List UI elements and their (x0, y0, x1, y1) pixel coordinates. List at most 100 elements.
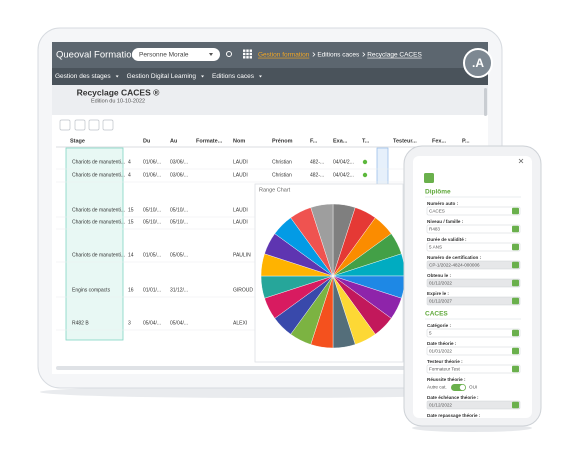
table-cell: 05/04/... (143, 320, 161, 326)
breadcrumb-item[interactable]: Gestion formation (258, 52, 310, 59)
table-cell: 05/05/... (170, 252, 188, 258)
field-input[interactable] (426, 400, 521, 410)
table-cell: Christian (272, 159, 292, 165)
caret (209, 53, 213, 56)
table-cell: 4 (128, 159, 131, 165)
status-dot (362, 159, 368, 165)
field-button[interactable] (512, 207, 519, 215)
table-cell: LAUDI (233, 172, 248, 178)
table-cell: 05/10/... (170, 207, 188, 213)
table-cell: 15 (128, 207, 134, 213)
field-input[interactable] (426, 328, 521, 338)
menu-item[interactable]: Gestion des stages (55, 73, 111, 80)
table-cell: 05/10/... (143, 207, 161, 213)
toolbar-button[interactable] (59, 119, 71, 131)
apps-icon (246, 49, 249, 52)
field-input[interactable] (426, 346, 521, 356)
field-value: CACES (429, 208, 445, 213)
toolbar-button[interactable] (74, 119, 86, 131)
avatar (463, 48, 493, 78)
table-cell: PAULIN (233, 252, 251, 258)
field-input[interactable] (426, 224, 521, 234)
field-button[interactable] (512, 261, 519, 269)
search-select[interactable] (132, 48, 220, 61)
field-input[interactable] (426, 260, 521, 270)
table-cell: LAUDI (233, 159, 248, 165)
table-cell: 04/04/2... (333, 172, 354, 178)
phone-screen: Diplôme Numéro auto : CACES Niveau / famill… (413, 156, 532, 418)
field-value: CP-1/2022-4824-000006 (429, 262, 480, 267)
field-value: Formateur Test (429, 366, 461, 371)
menu-item[interactable]: Gestion Digital Learning (127, 73, 197, 80)
report-head (52, 85, 488, 115)
table-cell: 01/06/... (143, 159, 161, 165)
avatar-text: .A (472, 56, 484, 70)
field-button[interactable] (512, 243, 519, 251)
field-value: 01/12/2022 (429, 402, 452, 407)
field-label: Obtenu le : (427, 273, 451, 278)
field-input[interactable] (426, 296, 521, 306)
bottom-scroll (56, 366, 486, 370)
table-cell: 01/05/... (143, 252, 161, 258)
table-cell: 05/04/... (170, 320, 188, 326)
toggle-on: OUI (469, 385, 477, 390)
column-header: Du (143, 138, 150, 144)
field-input[interactable] (426, 364, 521, 374)
column-header: P... (462, 138, 470, 144)
field-input[interactable] (426, 206, 521, 216)
column-header: Nom (233, 138, 245, 144)
search-select-text: Personne Morale (139, 52, 189, 59)
table-cell: 05/10/... (170, 219, 188, 225)
field-button[interactable] (512, 401, 519, 409)
field-label: Catégorie : (427, 323, 451, 328)
table-cell: Chariots de manutenti... (72, 159, 125, 165)
table-cell: 03/06/... (170, 172, 188, 178)
table-cell: 15 (128, 219, 134, 225)
report-title: Recyclage CACES ® (77, 87, 161, 97)
breadcrumb-item[interactable]: Recyclage CACES (367, 52, 422, 59)
shadow (40, 386, 500, 398)
table-cell: 31/12/... (170, 287, 188, 293)
field-value: 01/12/2022 (429, 280, 452, 285)
table-cell: ALEXI (233, 320, 247, 326)
toolbar-button[interactable] (88, 119, 100, 131)
pie-slice (310, 203, 334, 277)
table-cell: 482-... (310, 172, 324, 178)
menu-item[interactable]: Editions caces (212, 73, 255, 80)
menu-caret (258, 75, 262, 78)
top-bar (52, 42, 488, 68)
search-icon[interactable] (226, 51, 232, 57)
apps-icon (246, 52, 249, 56)
toolbar-button[interactable] (102, 119, 114, 131)
field-label: Date repassage théorie : (427, 413, 481, 418)
field-input[interactable] (426, 278, 521, 288)
apps-icon (249, 56, 252, 59)
field-button[interactable] (512, 225, 519, 233)
field-value: 01/01/2022 (429, 348, 452, 353)
table-cell: 01/06/... (143, 172, 161, 178)
field-button[interactable] (512, 297, 519, 305)
field-label: Niveau / famille : (427, 219, 464, 224)
field-input[interactable] (426, 242, 521, 252)
chart-title: Range Chart (259, 187, 291, 193)
field-button[interactable] (512, 279, 519, 287)
table-cell: Chariots de manutenti... (72, 219, 125, 225)
table-cell: 03/06/... (170, 159, 188, 165)
field-button[interactable] (512, 347, 519, 355)
field-button[interactable] (512, 329, 519, 337)
apps-icon (246, 56, 249, 59)
table-cell: 04/04/2... (333, 159, 354, 165)
field-label: Réussite théorie : (427, 377, 466, 382)
column-header: Testeur... (393, 138, 417, 144)
table-cell: Chariots de manutenti... (72, 252, 125, 258)
column-header: Formate... (196, 138, 223, 144)
field-button[interactable] (512, 365, 519, 373)
field-value: 01/12/2027 (429, 298, 452, 303)
table-cell: 01/01/... (143, 287, 161, 293)
app-name: Queoval Formation (56, 50, 137, 61)
field-label: Durée de validité : (427, 237, 467, 242)
form-icon (424, 173, 434, 183)
breadcrumb-item[interactable]: Editions caces (317, 52, 360, 59)
close-icon[interactable] (518, 158, 524, 164)
